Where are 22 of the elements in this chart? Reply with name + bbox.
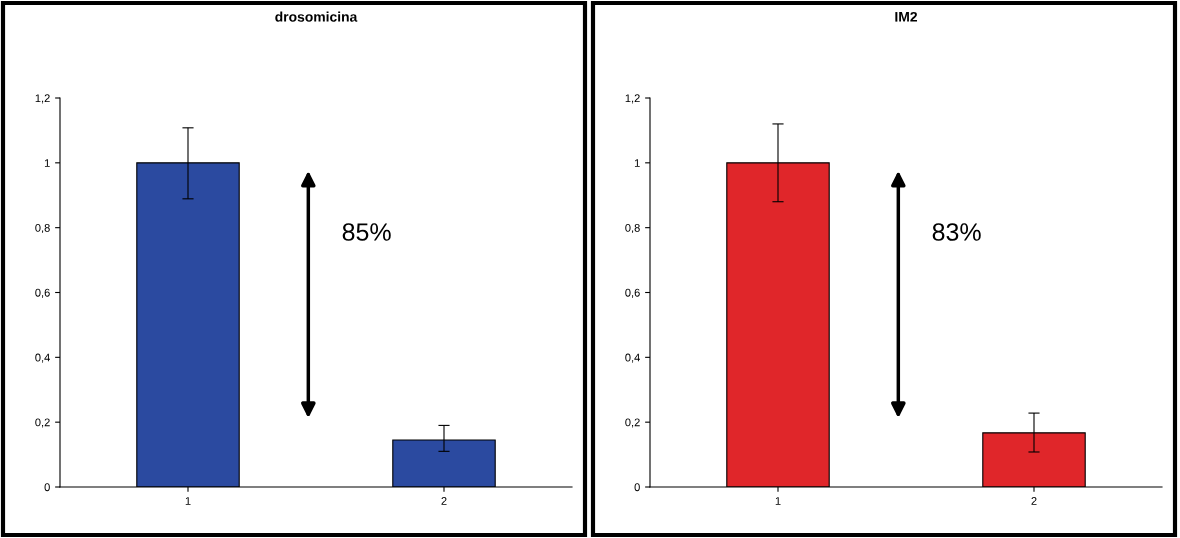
y-tick-label: 0 — [634, 483, 640, 492]
y-tick-label: 0,6 — [625, 288, 640, 298]
y-tick-label: 1,2 — [625, 94, 640, 104]
y-tick-label: 1 — [44, 159, 50, 167]
x-tick-label: 2 — [441, 497, 447, 505]
y-tick-label: 0,8 — [35, 223, 50, 234]
y-tick-label: 0,2 — [625, 418, 640, 428]
annotation: 83% — [932, 223, 981, 241]
x-tick-label: 1 — [185, 497, 191, 505]
x-tick-label: 1 — [775, 497, 781, 505]
y-tick-label: 1,2 — [35, 94, 50, 104]
annotation: 85% — [342, 223, 391, 241]
chart-title: drosomicina — [275, 11, 358, 22]
y-tick-label: 1 — [634, 159, 640, 167]
y-tick-label: 0,8 — [625, 223, 640, 234]
x-tick-label: 2 — [1031, 497, 1037, 505]
y-tick-label: 0,4 — [35, 353, 50, 363]
y-tick-label: 0,2 — [35, 418, 50, 428]
y-tick-label: 0 — [44, 483, 50, 492]
y-tick-label: 0,6 — [35, 288, 50, 298]
chart-title: IM2 — [895, 11, 918, 22]
y-tick-label: 0,4 — [625, 353, 640, 363]
